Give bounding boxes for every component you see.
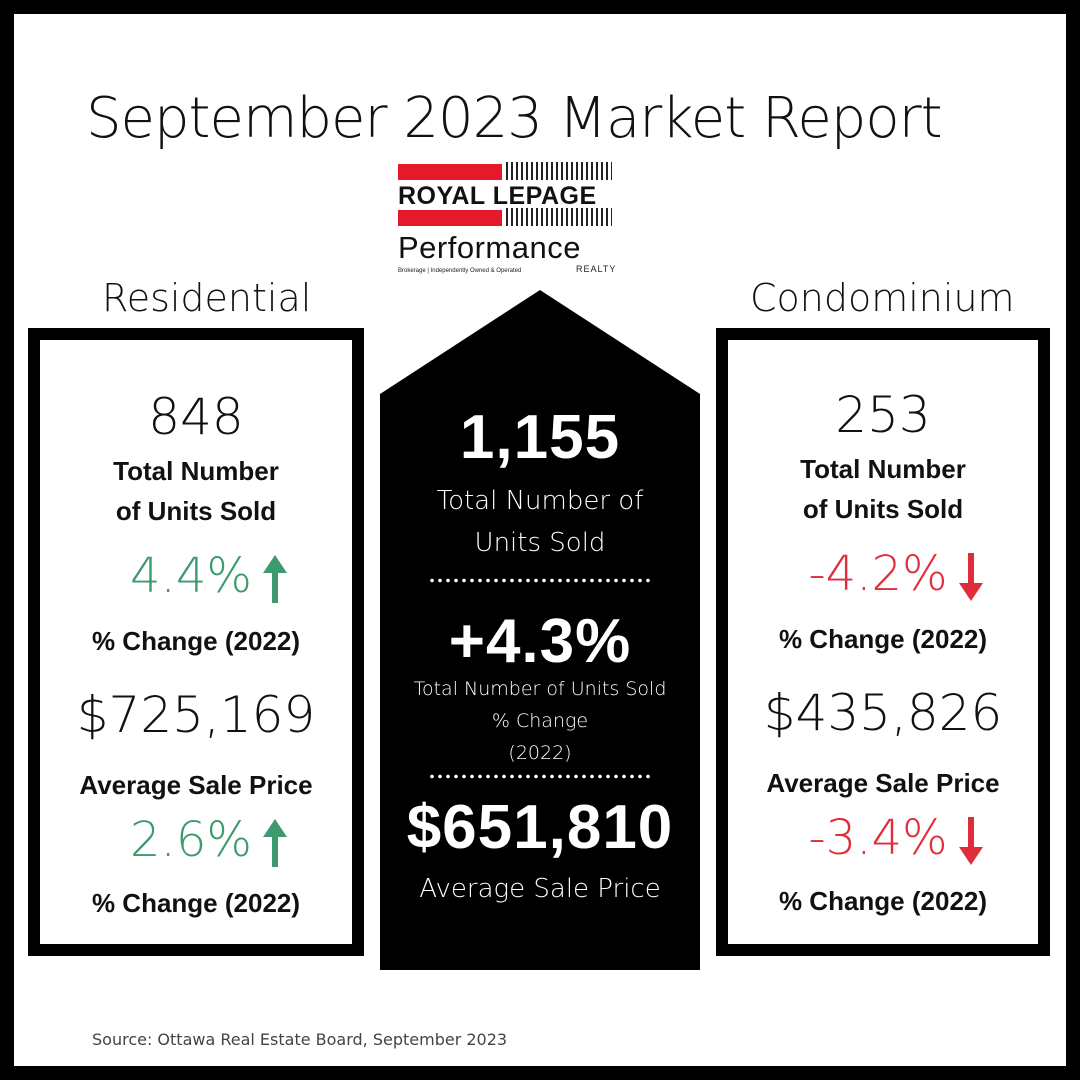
total-change-label: % Change [491, 710, 589, 732]
dotted-divider [428, 774, 652, 779]
condominium-price-change-label: % Change (2022) [778, 886, 988, 916]
residential-price-change-label: % Change (2022) [91, 888, 301, 918]
dotted-divider [428, 578, 652, 583]
residential-units-change-label: % Change (2022) [91, 626, 301, 656]
arrow-up-icon [262, 555, 287, 603]
source-note: Source: Ottawa Real Estate Board, Septem… [92, 1030, 508, 1049]
arrow-down-icon [958, 817, 983, 865]
residential-price-change: 2.6% [130, 812, 252, 868]
report-page: September 2023 Market Report ROYAL LEPAG… [14, 14, 1066, 1066]
condominium-label: Condominium [750, 276, 1015, 320]
condominium-price-change: -3.4% [808, 810, 948, 866]
total-units-sold: 1,155 [459, 403, 621, 472]
residential-price-change-row: 2.6% [40, 812, 352, 869]
logo-red-bar [398, 164, 502, 180]
residential-units-sold: 848 [148, 388, 244, 446]
residential-units-change: 4.4% [130, 548, 252, 604]
residential-avg-price-label: Average Sale Price [79, 770, 313, 800]
total-change-label: Total Number of Units Sold [413, 678, 667, 700]
condominium-price-change-row: -3.4% [728, 810, 1038, 867]
condominium-units-sold: 253 [835, 386, 931, 444]
logo-stripes [506, 208, 612, 226]
residential-units-change-row: 4.4% [40, 548, 352, 605]
condominium-avg-price-label: Average Sale Price [766, 768, 1000, 798]
residential-avg-price: $725,169 [76, 686, 316, 744]
logo-stripes [506, 162, 612, 180]
total-avg-price-label: Average Sale Price [419, 874, 661, 904]
residential-units-label: Total Number [113, 456, 279, 486]
condominium-units-change-row: -4.2% [728, 546, 1038, 603]
condominium-units-change: -4.2% [808, 546, 948, 602]
royal-lepage-logo: ROYAL LEPAGE Performance Brokerage | Ind… [398, 160, 626, 282]
logo-tagline: Brokerage | Independently Owned & Operat… [398, 268, 522, 274]
logo-brand-line1: ROYAL LEPAGE [398, 182, 597, 210]
page-title: September 2023 Market Report [86, 86, 943, 151]
total-change: +4.3% [448, 607, 632, 676]
condominium-units-label: of Units Sold [802, 494, 964, 524]
total-avg-price: $651,810 [406, 793, 674, 862]
logo-brand-line2: Performance [398, 230, 581, 265]
total-change-label: (2022) [508, 742, 572, 764]
condominium-avg-price: $435,826 [763, 684, 1003, 742]
total-summary-house: 1,155 Total Number of Units Sold +4.3% T… [380, 290, 700, 970]
total-units-label: Units Sold [474, 528, 606, 558]
condominium-card: 253 Total Number of Units Sold -4.2% % C… [716, 328, 1050, 956]
arrow-down-icon [958, 553, 983, 601]
arrow-up-icon [262, 819, 287, 867]
condominium-units-label: Total Number [800, 454, 966, 484]
residential-card: 848 Total Number of Units Sold 4.4% % Ch… [28, 328, 364, 956]
total-units-label: Total Number of [436, 486, 644, 516]
house-shape [380, 290, 700, 970]
residential-units-label: of Units Sold [115, 496, 277, 526]
logo-realty: REALTY [576, 264, 617, 274]
condominium-units-change-label: % Change (2022) [778, 624, 988, 654]
residential-label: Residential [102, 276, 312, 320]
logo-red-bar [398, 210, 502, 226]
